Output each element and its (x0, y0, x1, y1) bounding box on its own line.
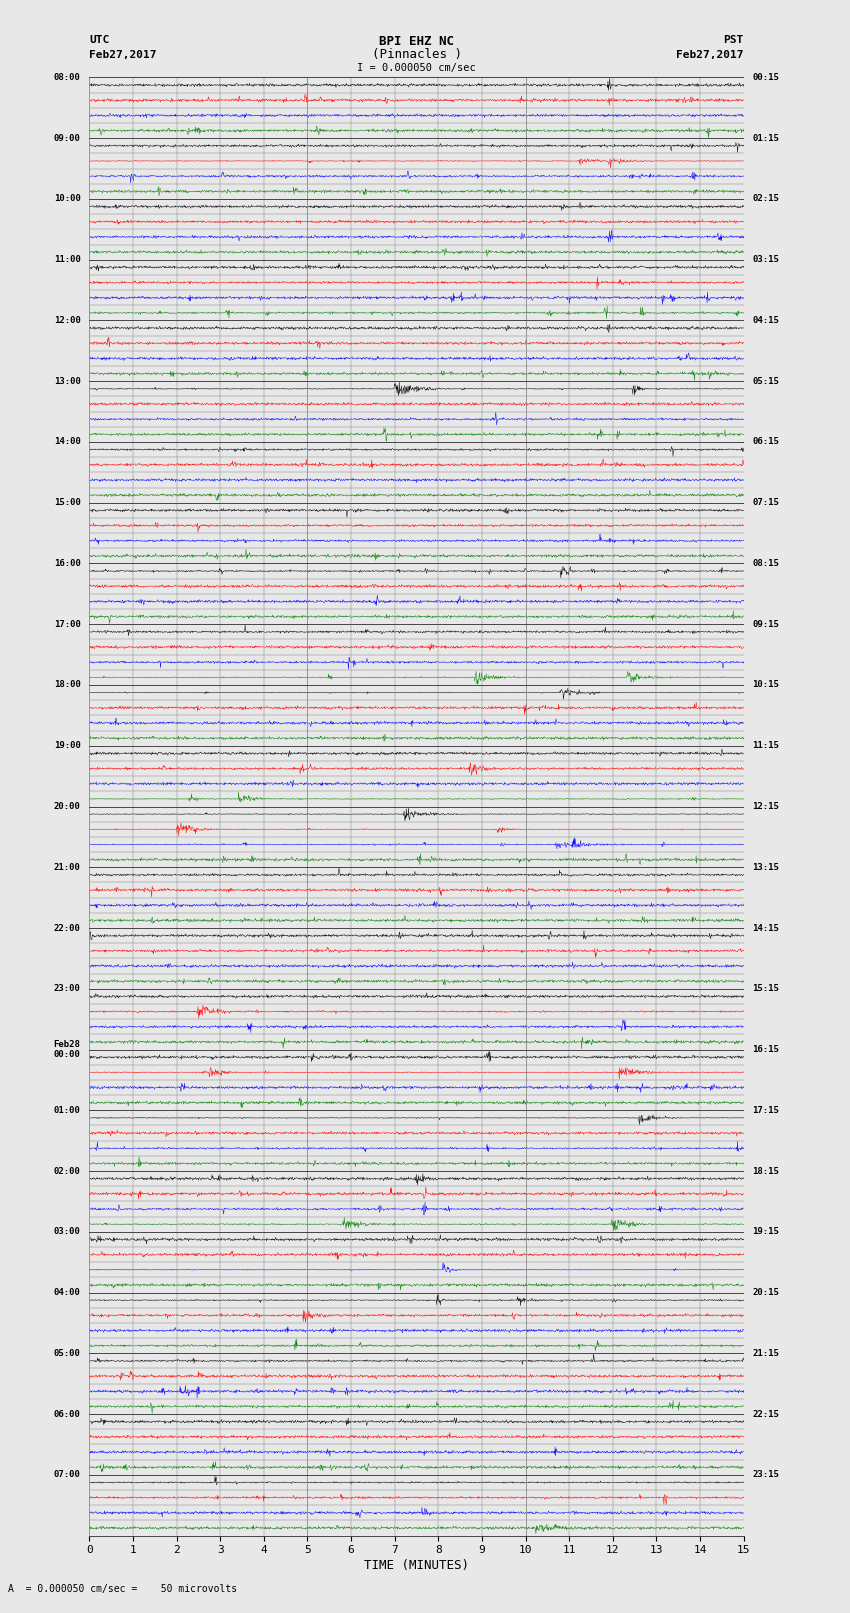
Text: 10:15: 10:15 (752, 681, 779, 689)
Text: BPI EHZ NC: BPI EHZ NC (379, 35, 454, 48)
Text: 23:00: 23:00 (54, 984, 81, 994)
Text: 23:15: 23:15 (752, 1471, 779, 1479)
Text: 18:15: 18:15 (752, 1166, 779, 1176)
Text: 08:15: 08:15 (752, 560, 779, 568)
Text: Feb28
00:00: Feb28 00:00 (54, 1040, 81, 1060)
Text: 07:00: 07:00 (54, 1471, 81, 1479)
Text: 03:15: 03:15 (752, 255, 779, 265)
Text: 06:15: 06:15 (752, 437, 779, 447)
Text: 08:00: 08:00 (54, 73, 81, 82)
Text: PST: PST (723, 35, 744, 45)
Text: 21:00: 21:00 (54, 863, 81, 871)
Text: Feb27,2017: Feb27,2017 (677, 50, 744, 60)
Text: 06:00: 06:00 (54, 1410, 81, 1418)
Text: 18:00: 18:00 (54, 681, 81, 689)
Text: 04:00: 04:00 (54, 1289, 81, 1297)
Text: 13:15: 13:15 (752, 863, 779, 871)
Text: 19:00: 19:00 (54, 742, 81, 750)
Text: 05:00: 05:00 (54, 1348, 81, 1358)
Text: 15:15: 15:15 (752, 984, 779, 994)
Text: 19:15: 19:15 (752, 1227, 779, 1236)
Text: Feb27,2017: Feb27,2017 (89, 50, 156, 60)
Text: 12:15: 12:15 (752, 802, 779, 811)
Text: 22:00: 22:00 (54, 924, 81, 932)
Text: (Pinnacles ): (Pinnacles ) (371, 48, 462, 61)
X-axis label: TIME (MINUTES): TIME (MINUTES) (364, 1560, 469, 1573)
Text: 17:15: 17:15 (752, 1107, 779, 1115)
Text: 14:00: 14:00 (54, 437, 81, 447)
Text: 00:15: 00:15 (752, 73, 779, 82)
Text: 14:15: 14:15 (752, 924, 779, 932)
Text: UTC: UTC (89, 35, 110, 45)
Text: 03:00: 03:00 (54, 1227, 81, 1236)
Text: 02:00: 02:00 (54, 1166, 81, 1176)
Text: 15:00: 15:00 (54, 498, 81, 506)
Text: 01:15: 01:15 (752, 134, 779, 142)
Text: 09:15: 09:15 (752, 619, 779, 629)
Text: I = 0.000050 cm/sec: I = 0.000050 cm/sec (357, 63, 476, 73)
Text: 10:00: 10:00 (54, 195, 81, 203)
Text: 16:00: 16:00 (54, 560, 81, 568)
Text: 07:15: 07:15 (752, 498, 779, 506)
Text: 05:15: 05:15 (752, 377, 779, 386)
Text: 20:15: 20:15 (752, 1289, 779, 1297)
Text: 13:00: 13:00 (54, 377, 81, 386)
Text: 20:00: 20:00 (54, 802, 81, 811)
Text: 09:00: 09:00 (54, 134, 81, 142)
Text: 12:00: 12:00 (54, 316, 81, 324)
Text: 01:00: 01:00 (54, 1107, 81, 1115)
Text: 21:15: 21:15 (752, 1348, 779, 1358)
Text: 16:15: 16:15 (752, 1045, 779, 1053)
Text: 17:00: 17:00 (54, 619, 81, 629)
Text: 04:15: 04:15 (752, 316, 779, 324)
Text: 22:15: 22:15 (752, 1410, 779, 1418)
Text: 02:15: 02:15 (752, 195, 779, 203)
Text: 11:00: 11:00 (54, 255, 81, 265)
Text: 11:15: 11:15 (752, 742, 779, 750)
Text: A  = 0.000050 cm/sec =    50 microvolts: A = 0.000050 cm/sec = 50 microvolts (8, 1584, 238, 1594)
